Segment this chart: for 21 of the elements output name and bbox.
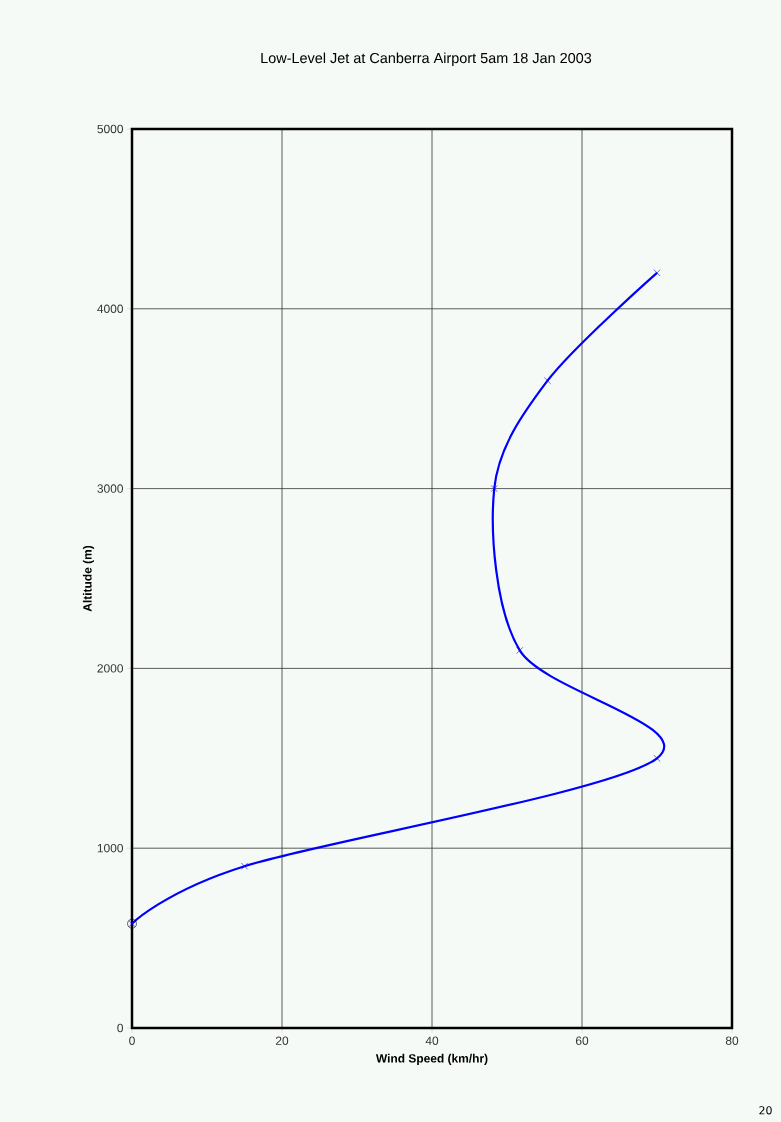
chart-title: Low-Level Jet at Canberra Airport 5am 18 Jan 2003 [261,52,592,66]
y-tick-label: 4000 [97,304,124,314]
x-axis-title: Wind Speed (km/hr) [375,1053,488,1065]
point [653,269,661,277]
point [544,377,551,385]
x-tick-label: 0 [129,1036,135,1045]
x-tick-label: 20 [275,1036,289,1045]
point [490,485,498,493]
y-tick-label: 3000 [97,484,124,493]
y-tick-label: 0 [117,1023,124,1033]
x-tick-label: 40 [425,1036,439,1045]
y-tick-label: 5000 [97,124,124,134]
point [241,862,248,870]
y-tick-label: 2000 [97,664,124,673]
x-tick-label: 80 [725,1036,739,1045]
text: 20 [759,1106,772,1115]
point [516,646,524,654]
x-tick-label: 60 [575,1036,589,1045]
point [653,754,661,762]
y-axis-title: Altitude (m) [82,545,95,612]
y-tick-label: 1000 [97,843,124,853]
